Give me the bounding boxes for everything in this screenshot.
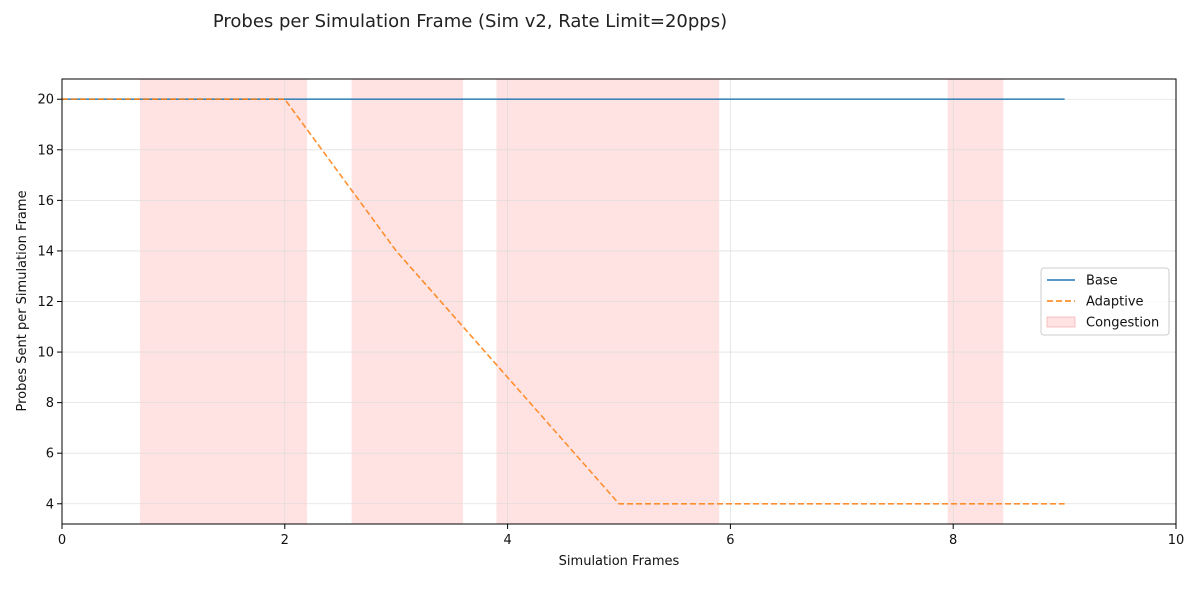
y-tick-label: 6 — [46, 447, 54, 462]
chart-title: Probes per Simulation Frame (Sim v2, Rat… — [213, 11, 727, 32]
plot-area: 0 2 4 6 8 10 4 6 8 10 12 14 16 18 20 — [37, 78, 1185, 548]
legend-label-base: Base — [1086, 274, 1118, 289]
y-tick-label: 20 — [37, 93, 54, 108]
legend-swatch-congestion — [1046, 316, 1076, 328]
y-tick-label: 8 — [46, 396, 54, 411]
y-tick-label: 12 — [37, 295, 54, 310]
legend-label-congestion: Congestion — [1086, 316, 1159, 331]
y-axis-label: Probes Sent per Simulation Frame — [15, 190, 30, 411]
x-tick-label: 4 — [503, 533, 511, 548]
y-tick-label: 14 — [37, 244, 54, 259]
x-tick-label: 2 — [281, 533, 289, 548]
x-tick-label: 6 — [726, 533, 734, 548]
series-line-adaptive — [62, 98, 1065, 505]
y-tick-label: 4 — [46, 497, 54, 512]
x-tick-label: 0 — [58, 533, 66, 548]
legend: Base Adaptive Congestion — [1040, 267, 1170, 336]
y-tick-label: 16 — [37, 194, 54, 209]
x-tick-label: 10 — [1168, 533, 1185, 548]
x-axis-label: Simulation Frames — [559, 554, 680, 569]
legend-label-adaptive: Adaptive — [1086, 295, 1144, 310]
x-tick-label: 8 — [949, 533, 957, 548]
y-tick-label: 18 — [37, 143, 54, 158]
y-tick-label: 10 — [37, 346, 54, 361]
